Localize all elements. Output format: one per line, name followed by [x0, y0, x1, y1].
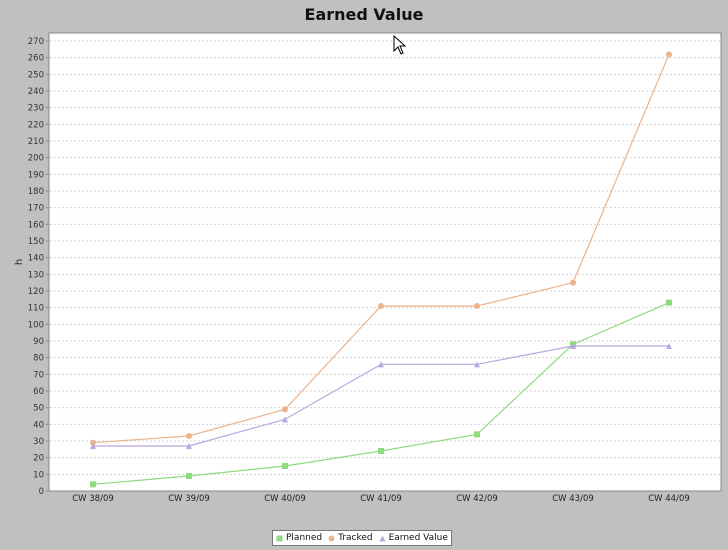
- y-tick-label: 130: [28, 270, 44, 280]
- x-axis: CW 38/09 CW 39/09 CW 40/09 CW 41/09 CW 42/09…: [72, 494, 690, 504]
- x-tick-label: CW 42/09: [456, 494, 498, 504]
- circle-marker-icon: [90, 439, 96, 446]
- series-earned-value: [90, 343, 672, 449]
- y-tick-label: 120: [28, 287, 44, 297]
- circle-marker-icon: [570, 279, 576, 286]
- series-lines: [90, 51, 672, 488]
- circle-marker-icon: [474, 303, 480, 309]
- legend: Planned Tracked Earned Value: [272, 530, 452, 546]
- y-tick-label: 240: [28, 87, 44, 97]
- triangle-marker-icon: [378, 361, 384, 368]
- y-tick-label: 50: [33, 404, 44, 414]
- y-tick-label: 270: [28, 37, 44, 47]
- y-tick-label: 100: [28, 320, 44, 330]
- chart-title: Earned Value: [304, 5, 424, 24]
- triangle-marker-icon: [379, 535, 386, 541]
- triangle-marker-icon: [570, 343, 576, 349]
- y-axis-label: h: [14, 259, 25, 265]
- square-marker-icon: [474, 431, 480, 438]
- y-tick-label: 140: [28, 254, 44, 264]
- y-tick-label: 200: [28, 154, 44, 164]
- circle-marker-icon: [328, 535, 335, 541]
- legend-item-earned-value: Earned Value: [379, 533, 448, 543]
- square-marker-icon: [666, 299, 672, 306]
- square-marker-icon: [276, 535, 283, 541]
- y-tick-label: 60: [33, 387, 44, 397]
- x-tick-label: CW 39/09: [168, 494, 210, 504]
- triangle-marker-icon: [90, 443, 96, 449]
- y-tick-label: 170: [28, 204, 44, 214]
- y-tick-label: 20: [33, 454, 44, 464]
- circle-marker-icon: [186, 433, 192, 439]
- y-tick-label: 210: [28, 137, 44, 147]
- x-tick-label: CW 41/09: [360, 494, 402, 504]
- y-tick-label: 150: [28, 237, 44, 247]
- y-tick-label: 80: [33, 354, 44, 364]
- y-axis: 0 10 20 30 40 50 60 70 80 90 100 110 120 130 140 150 160…: [28, 37, 49, 497]
- legend-item-planned: Planned: [276, 533, 322, 543]
- triangle-marker-icon: [666, 343, 672, 349]
- y-tick-label: 190: [28, 170, 44, 180]
- square-marker-icon: [186, 473, 192, 479]
- square-marker-icon: [378, 448, 384, 454]
- legend-item-tracked: Tracked: [328, 533, 373, 543]
- circle-marker-icon: [282, 406, 288, 413]
- x-tick-label: CW 43/09: [552, 494, 594, 504]
- mouse-cursor-icon: [393, 35, 407, 55]
- circle-marker-icon: [666, 51, 672, 58]
- x-tick-label: CW 38/09: [72, 494, 114, 504]
- square-marker-icon: [282, 463, 288, 469]
- y-tick-label: 250: [28, 70, 44, 80]
- x-tick-label: CW 44/09: [648, 494, 690, 504]
- y-tick-label: 90: [33, 337, 44, 347]
- y-tick-label: 180: [28, 187, 44, 197]
- triangle-marker-icon: [474, 361, 480, 368]
- y-tick-label: 0: [39, 487, 44, 497]
- triangle-marker-icon: [282, 416, 288, 423]
- y-tick-label: 30: [33, 437, 44, 447]
- plot-area: [48, 32, 722, 492]
- circle-marker-icon: [378, 303, 384, 309]
- y-tick-label: 10: [33, 470, 44, 480]
- series-tracked: [90, 51, 672, 446]
- y-tick-label: 110: [28, 304, 44, 314]
- square-marker-icon: [90, 481, 96, 488]
- y-tick-label: 220: [28, 120, 44, 130]
- triangle-marker-icon: [186, 443, 192, 449]
- y-tick-label: 260: [28, 54, 44, 64]
- y-tick-label: 40: [33, 420, 44, 430]
- y-tick-label: 70: [33, 370, 44, 380]
- y-tick-label: 160: [28, 220, 44, 230]
- y-tick-label: 230: [28, 104, 44, 114]
- x-tick-label: CW 40/09: [264, 494, 306, 504]
